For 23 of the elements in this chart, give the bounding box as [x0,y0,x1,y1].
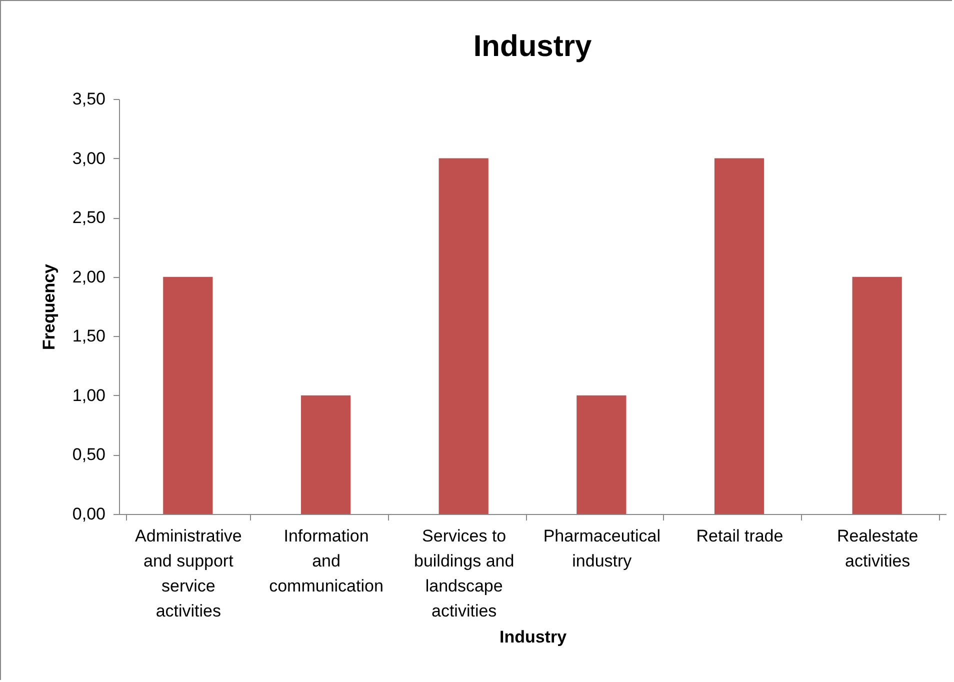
y-tick-label: 1,00 [72,386,106,405]
bar [300,395,351,514]
x-tick-label: Administrative and support service activities [135,526,242,620]
y-tick-label: 3,00 [72,148,106,168]
x-axis-title: Industry [499,628,568,646]
y-tick-label: 2,00 [72,267,106,286]
x-tick-label: Services to buildings and landscape activities [414,526,514,620]
bar [438,158,488,514]
bar [163,276,213,514]
y-tick-label: 1,50 [72,326,106,346]
chart-title: Industry [473,30,592,63]
y-tick-label: 0,50 [72,445,106,464]
bar [714,158,764,514]
x-tick-label: Pharmaceutical industry [543,526,661,570]
x-tick-label: Information and communication [269,526,384,596]
y-tick-label: 0,00 [72,504,106,524]
bar [576,395,626,514]
y-axis-title: Frequency [39,263,58,350]
y-tick-label: 2,50 [72,208,106,228]
bar [852,276,902,514]
y-tick-label: 3,50 [72,90,106,108]
x-tick-label: Realestate activities [836,526,918,570]
x-tick-label: Retail trade [696,526,784,546]
